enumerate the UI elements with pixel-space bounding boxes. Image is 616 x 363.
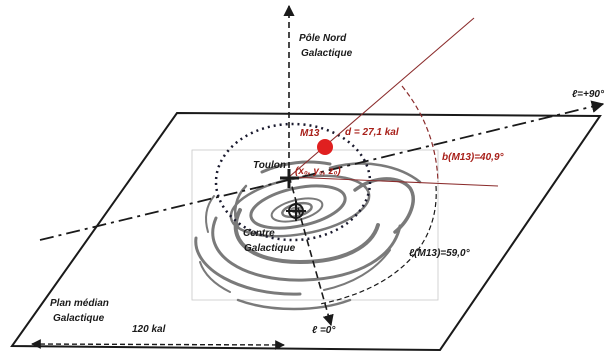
galaxy-frame <box>191 149 439 301</box>
centre-label-line1: Centre <box>243 228 275 239</box>
m13-projection-line <box>288 176 499 187</box>
longitude-90-label: ℓ=+90° <box>572 89 605 100</box>
scale-label: 120 kal <box>132 324 166 335</box>
toulon-marker <box>280 169 299 188</box>
spiral-galaxy <box>194 160 422 311</box>
latitude-arc <box>401 85 439 183</box>
m13-label: M13 <box>300 128 320 139</box>
plane-label-line2: Galactique <box>53 313 105 324</box>
longitude-label: ℓ(M13)=59,0° <box>409 248 471 259</box>
latitude-label: b(M13)=40,9° <box>442 152 505 163</box>
galactic-centre-marker <box>286 201 306 221</box>
scale-bar <box>31 339 285 350</box>
toulon-coords-label: (x₀, y₀, z₀) <box>295 166 341 177</box>
longitude-0-axis <box>288 175 334 327</box>
longitude-0-label: ℓ =0° <box>312 325 336 336</box>
solar-circle <box>214 122 372 242</box>
m13-dot <box>317 139 333 155</box>
pole-label-line2: Galactique <box>301 48 353 59</box>
plane-label-line1: Plan médian <box>50 298 109 309</box>
longitude-arc <box>319 185 437 305</box>
distance-label: d = 27,1 kal <box>345 127 399 138</box>
galactic-plane <box>10 111 602 352</box>
longitude-90-axis <box>39 100 605 241</box>
centre-label-line2: Galactique <box>244 243 296 254</box>
pole-label-line1: Pôle Nord <box>299 33 347 44</box>
toulon-label: Toulon <box>253 160 286 171</box>
